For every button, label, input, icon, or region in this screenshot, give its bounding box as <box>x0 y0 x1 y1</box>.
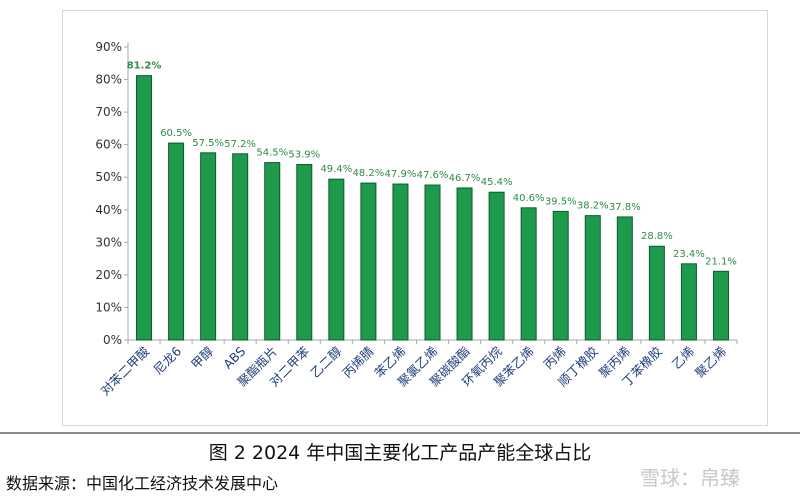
data-label: 47.6% <box>417 170 449 181</box>
bar <box>200 152 217 341</box>
x-tick-label: 尼龙6 <box>150 343 184 377</box>
bar <box>296 164 313 341</box>
data-label: 23.4% <box>673 249 705 260</box>
data-label: 81.2% <box>127 61 162 72</box>
x-tick-label: 乙二醇 <box>307 344 344 381</box>
x-tick-label: 丙烯 <box>541 344 569 372</box>
data-label: 38.2% <box>577 201 609 212</box>
bar <box>232 153 249 341</box>
bar <box>456 187 473 341</box>
y-tick-label: 50% <box>95 170 122 184</box>
data-label: 39.5% <box>545 196 577 207</box>
bar <box>168 142 185 341</box>
data-label: 37.8% <box>609 202 641 213</box>
bar <box>328 178 345 341</box>
data-label: 21.1% <box>705 256 737 267</box>
bar <box>520 207 537 341</box>
chart-title: 图 2 2024 年中国主要化工产品产能全球占比 <box>208 442 592 464</box>
data-label: 49.4% <box>320 164 352 175</box>
bar <box>712 270 729 341</box>
bar <box>136 75 153 341</box>
bar-chart: 0% 10% 20% 30% 40% 50% 60% 70% 80% 90% 81.2% 对苯二甲酸 6… <box>95 40 738 398</box>
data-label: 45.4% <box>481 177 513 188</box>
x-tick-label: 丙烯腈 <box>339 344 376 381</box>
divider <box>0 432 800 434</box>
bar <box>584 215 601 341</box>
data-label: 60.5% <box>160 128 192 139</box>
bar <box>360 182 377 341</box>
bar <box>616 216 633 341</box>
data-label: 57.2% <box>224 139 256 150</box>
y-tick-label: 0% <box>103 333 122 347</box>
watermark: 雪球：帛臻 <box>640 466 740 490</box>
data-label: 54.5% <box>256 148 288 159</box>
data-source: 数据来源：中国化工经济技术发展中心 <box>6 474 279 493</box>
y-tick-label: 10% <box>95 300 122 314</box>
data-label: 46.7% <box>449 173 481 184</box>
x-tick-label: 乙烯 <box>669 344 697 372</box>
y-tick-label: 40% <box>95 203 122 217</box>
bar <box>648 245 665 341</box>
x-tick-label: 聚乙烯 <box>692 344 729 381</box>
x-tick-label: 甲醇 <box>188 344 216 372</box>
bar <box>264 162 281 341</box>
x-tick-label: ABS <box>220 343 248 371</box>
chart-frame <box>62 10 768 426</box>
bar <box>488 191 505 341</box>
y-tick-label: 60% <box>95 138 122 152</box>
data-label: 53.9% <box>288 150 320 161</box>
y-tick-label: 90% <box>95 40 122 54</box>
data-label: 28.8% <box>641 231 673 242</box>
y-tick-label: 20% <box>95 268 122 282</box>
data-label: 48.2% <box>353 168 385 179</box>
bar <box>552 210 569 341</box>
y-tick-label: 80% <box>95 73 122 87</box>
data-label: 57.5% <box>192 138 224 149</box>
x-tick-label: 对苯二甲酸 <box>97 343 152 398</box>
data-label: 47.9% <box>385 169 417 180</box>
bar <box>680 263 697 341</box>
y-tick-label: 30% <box>95 235 122 249</box>
y-tick-label: 70% <box>95 105 122 119</box>
bar <box>392 183 409 341</box>
data-label: 40.6% <box>513 193 545 204</box>
bar <box>424 184 441 341</box>
